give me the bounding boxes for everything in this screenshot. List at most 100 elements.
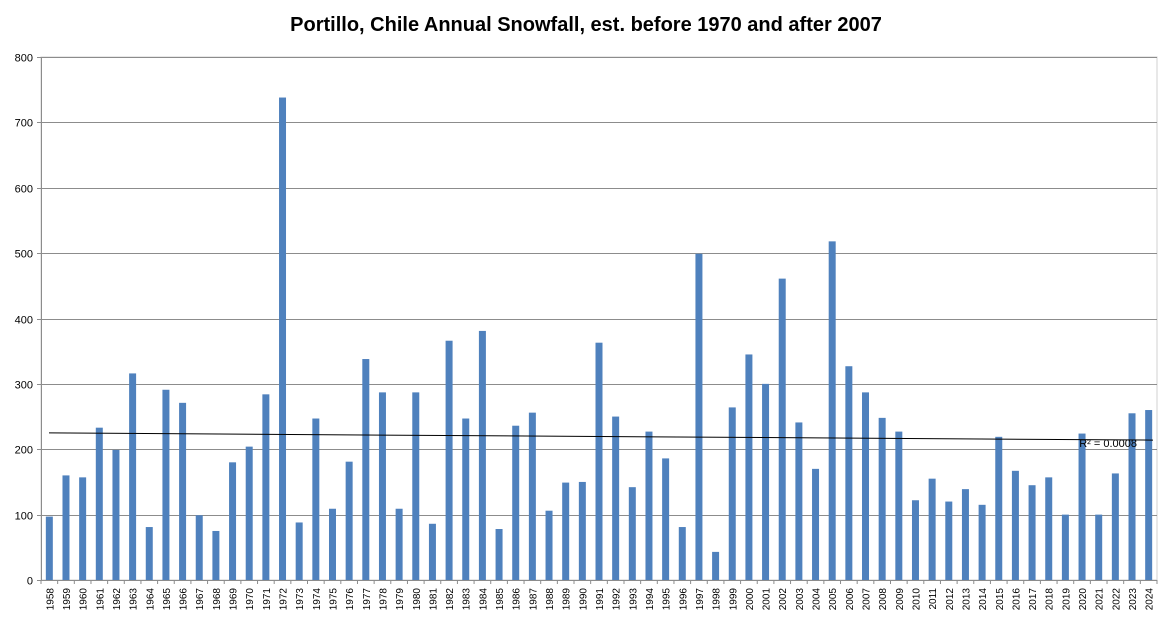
bar-2010 xyxy=(911,500,919,580)
bar-2002 xyxy=(778,278,786,580)
axes: 0 100 200 300 400 500 600 700 800 1958 1959 1960 196… xyxy=(15,53,1158,611)
bar-1991 xyxy=(595,342,603,580)
bar-1963 xyxy=(129,373,137,580)
x-tick-label: 1992 xyxy=(612,588,623,611)
bar-1994 xyxy=(645,431,653,580)
x-tick-label: 2009 xyxy=(895,588,906,611)
x-tick-label: 1960 xyxy=(79,588,90,611)
x-tick-label: 1999 xyxy=(728,588,739,611)
y-tick-label: 600 xyxy=(15,184,33,196)
x-tick-label: 2012 xyxy=(945,588,956,611)
bar-1972 xyxy=(279,97,287,580)
x-tick-label: 1975 xyxy=(328,588,339,611)
bar-2015 xyxy=(995,436,1003,580)
bar-1985 xyxy=(495,529,503,580)
x-tick-label: 2000 xyxy=(745,588,756,611)
x-tick-label: 2017 xyxy=(1028,588,1039,611)
bar-1996 xyxy=(678,527,686,580)
y-tick-label: 500 xyxy=(15,249,33,261)
bar-2013 xyxy=(961,489,969,580)
bar-2022 xyxy=(1111,473,1119,580)
x-tick-label: 1970 xyxy=(245,588,256,611)
bar-2017 xyxy=(1028,485,1036,580)
x-tick-label: 1963 xyxy=(129,588,140,611)
x-tick-label: 2004 xyxy=(812,588,823,611)
x-tick-label: 2018 xyxy=(1045,588,1056,611)
bar-2005 xyxy=(828,241,836,581)
x-tick-label: 2016 xyxy=(1011,588,1022,611)
trendline-r2-label: R² = 0.0008 xyxy=(1079,438,1137,450)
bar-1988 xyxy=(545,510,553,580)
x-tick-label: 1987 xyxy=(528,588,539,611)
x-tick-label: 1997 xyxy=(695,588,706,611)
bar-2018 xyxy=(1045,477,1053,580)
bar-1962 xyxy=(112,449,120,580)
x-tick-label: 2020 xyxy=(1078,588,1089,611)
bar-2011 xyxy=(928,478,936,580)
x-tick-label: 2023 xyxy=(1128,588,1139,611)
x-tick-label: 1965 xyxy=(162,588,173,611)
x-tick-label: 1962 xyxy=(112,588,123,611)
bar-1997 xyxy=(695,253,703,580)
x-tick-label: 2008 xyxy=(878,588,889,611)
x-tick-label: 1981 xyxy=(428,588,439,611)
x-tick-label: 1994 xyxy=(645,588,656,611)
bar-1980 xyxy=(412,392,420,580)
bar-1970 xyxy=(245,446,253,580)
bar-1961 xyxy=(95,427,103,580)
bar-2016 xyxy=(1011,470,1019,580)
bar-1968 xyxy=(212,530,220,580)
x-tick-label: 1958 xyxy=(45,588,56,611)
bar-1967 xyxy=(195,515,203,580)
bar-2001 xyxy=(762,383,770,580)
chart-title: Portillo, Chile Annual Snowfall, est. be… xyxy=(290,14,882,36)
x-tick-label: 1990 xyxy=(578,588,589,611)
bar-1975 xyxy=(328,508,336,580)
bar-2020 xyxy=(1078,433,1086,580)
bar-1965 xyxy=(162,389,170,580)
bar-1977 xyxy=(362,359,370,580)
x-tick-label: 2024 xyxy=(1145,588,1156,611)
bar-1978 xyxy=(378,392,386,580)
x-tick-label: 1985 xyxy=(495,588,506,611)
x-tick-label: 1998 xyxy=(712,588,723,611)
x-tick-label: 2001 xyxy=(762,588,773,611)
x-tick-label: 1968 xyxy=(212,588,223,611)
bar-1976 xyxy=(345,461,353,580)
x-tick-label: 1971 xyxy=(262,588,273,611)
x-tick-label: 1988 xyxy=(545,588,556,611)
x-tick-label: 2007 xyxy=(862,588,873,611)
bar-1981 xyxy=(428,523,436,580)
x-tick-label: 1983 xyxy=(462,588,473,611)
bar-2019 xyxy=(1061,514,1069,580)
bar-1979 xyxy=(395,508,403,580)
x-tick-label: 2021 xyxy=(1095,588,1106,611)
x-tick-label: 1961 xyxy=(95,588,106,611)
bar-2023 xyxy=(1128,413,1136,580)
x-tick-label: 1967 xyxy=(195,588,206,611)
trendline-group: R² = 0.0008 xyxy=(48,432,1154,450)
x-tick-label: 1978 xyxy=(378,588,389,611)
bar-1999 xyxy=(728,407,736,580)
bar-1964 xyxy=(145,527,153,580)
y-tick-label: 400 xyxy=(15,315,33,327)
x-tick-label: 1964 xyxy=(145,588,156,611)
bar-2024 xyxy=(1145,410,1153,580)
x-tick-label: 1969 xyxy=(229,588,240,611)
bar-1974 xyxy=(312,418,320,580)
x-tick-label: 2010 xyxy=(911,588,922,611)
bar-2014 xyxy=(978,504,986,580)
y-tick-label: 100 xyxy=(15,511,33,523)
x-tick-label: 1977 xyxy=(362,588,373,611)
x-tick-label: 1972 xyxy=(279,588,290,611)
x-tick-label: 1996 xyxy=(678,588,689,611)
bar-2006 xyxy=(845,366,853,580)
x-tick-label: 1979 xyxy=(395,588,406,611)
bar-1966 xyxy=(179,402,187,580)
x-tick-label: 2005 xyxy=(828,588,839,611)
x-tick-label: 2003 xyxy=(795,588,806,611)
bar-1960 xyxy=(79,477,87,580)
y-tick-label: 0 xyxy=(27,576,33,588)
bar-2007 xyxy=(862,392,870,580)
